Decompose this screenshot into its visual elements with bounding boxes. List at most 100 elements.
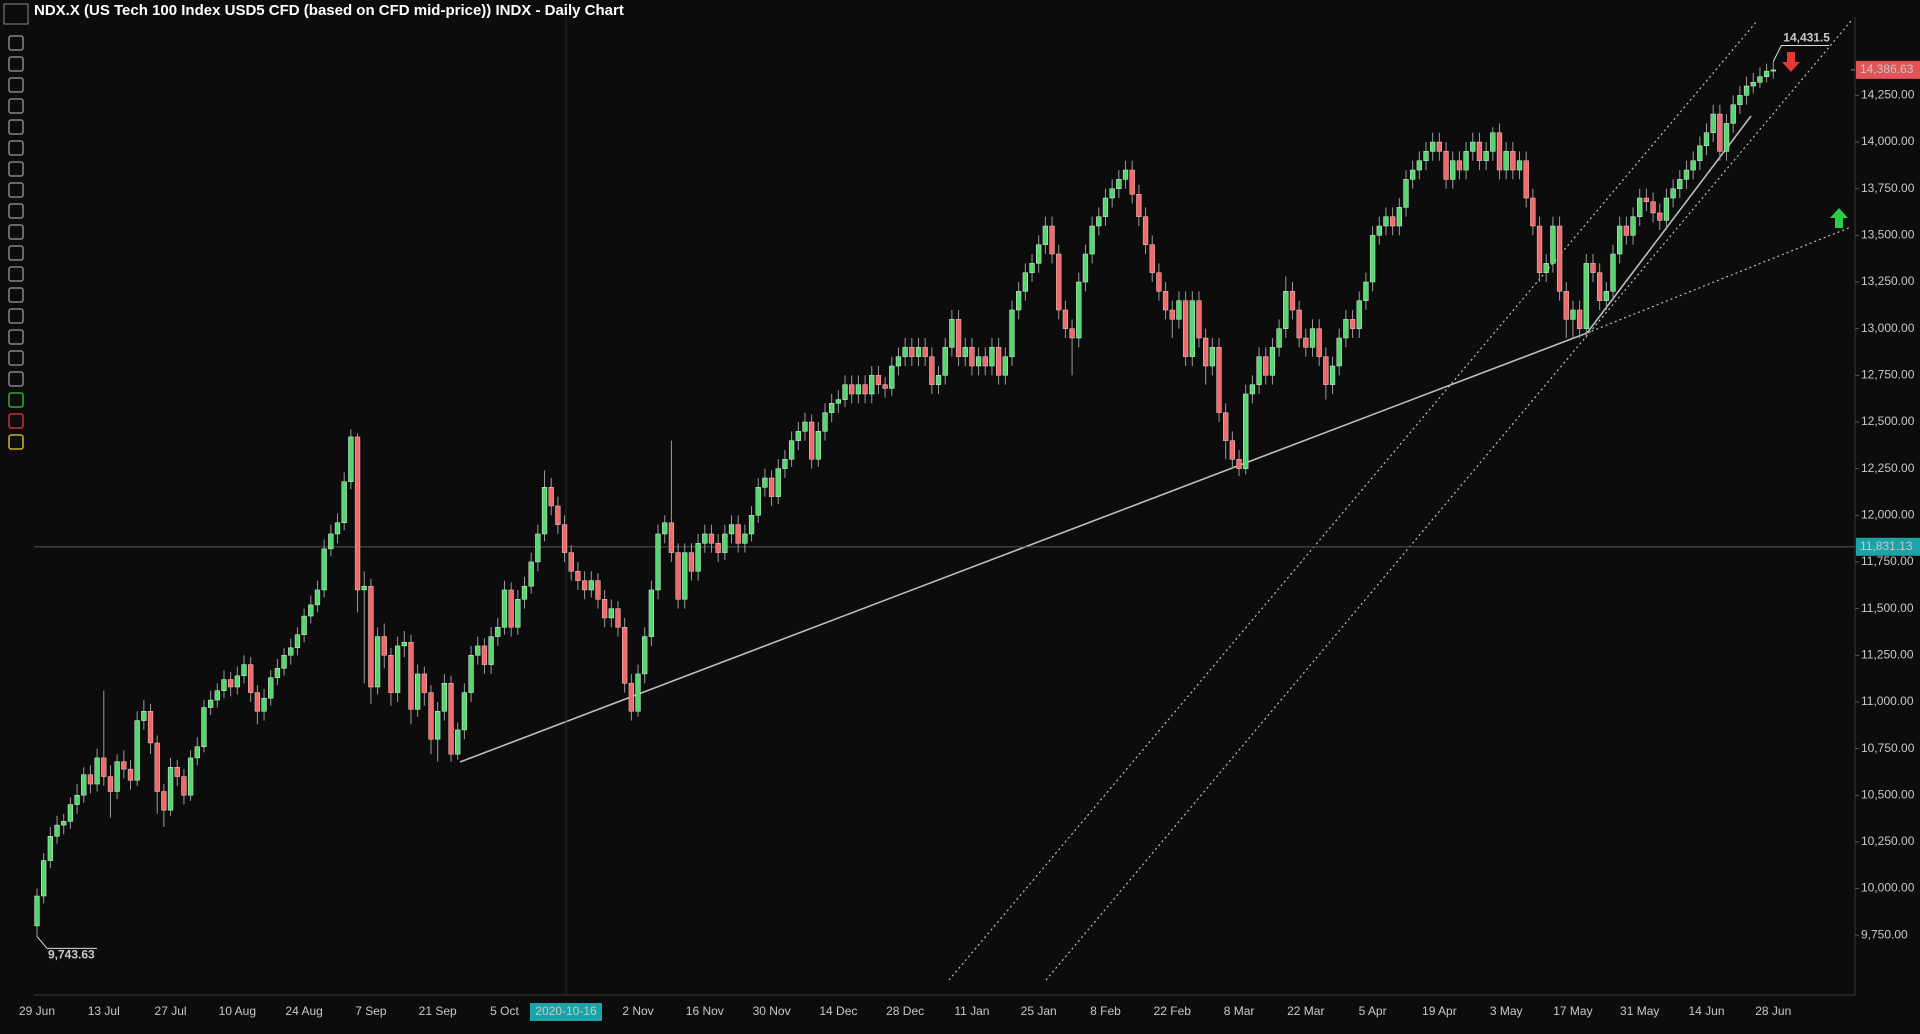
candle-body [1416,160,1422,171]
tool-button[interactable] [8,413,24,429]
candle-body [1036,244,1042,264]
tool-button[interactable] [8,35,24,51]
candle-body [161,791,167,811]
tool-button[interactable] [8,119,24,135]
tool-button[interactable] [8,245,24,261]
candle-body [622,627,628,684]
candle-body [268,677,274,699]
x-tick-label: 14 Dec [819,1004,857,1018]
tool-button[interactable] [8,392,24,408]
candle-body [628,683,634,712]
tool-button[interactable] [8,98,24,114]
crosshair-date-label: 2020-10-16 [535,1004,597,1018]
candle-body [294,634,301,649]
candle-body [1343,319,1349,339]
candle-body [1617,225,1623,255]
candle-body [1496,132,1503,171]
candle-body [1630,216,1636,236]
candle-body [1583,263,1589,329]
candle-body [1263,356,1269,376]
x-tick-label: 13 Jul [88,1004,120,1018]
candle-body [435,711,441,740]
chart-title: NDX.X (US Tech 100 Index USD5 CFD (based… [34,2,624,19]
candle-body [1196,300,1202,339]
candle-body [1076,281,1082,339]
candle-body [975,356,982,367]
crosshair-price-label: 11,831.13 [1860,539,1913,553]
tool-button[interactable] [8,56,24,72]
tool-button[interactable] [8,266,24,282]
tool-button[interactable] [8,287,24,303]
candle-body [862,384,868,395]
candle-body [682,552,688,600]
candle-body [1730,104,1736,124]
candle-body [1243,393,1249,469]
tool-button[interactable] [8,161,24,177]
x-tick-label: 17 May [1553,1004,1592,1018]
candle-body [915,347,922,357]
tool-button[interactable] [8,371,24,387]
candle-body [869,375,875,395]
candle-body [775,468,781,497]
x-tick-label: 21 Sep [419,1004,457,1018]
last-price-box [1856,60,1920,79]
candle-body [1082,253,1089,283]
candle-body [1069,328,1075,339]
candle-body [1283,291,1289,329]
candle-body [1109,188,1115,199]
candle-body [995,347,1002,376]
x-tick-label: 25 Jan [1021,1004,1057,1018]
candle-body [388,655,394,693]
candle-body [942,347,948,376]
candle-body [1403,179,1409,208]
candle-body [1356,300,1362,329]
x-tick-label: 14 Jun [1688,1004,1724,1018]
tool-button[interactable] [8,203,24,219]
candle-body [508,589,514,628]
x-tick-label: 28 Jun [1755,1004,1791,1018]
candle-body [588,580,594,591]
candle-body [1383,216,1389,227]
tool-button[interactable] [8,329,24,345]
fullscreen-button[interactable] [3,3,29,25]
candle-body [1369,235,1376,283]
candle-body [174,766,180,777]
tool-button[interactable] [8,77,24,93]
candle-body [154,742,160,792]
candle-body [1663,197,1670,221]
low-annotation: 9,743.63 [48,948,95,962]
candle-body [842,384,848,400]
candle-body [1376,225,1382,236]
candle-body [1710,113,1716,133]
tool-button[interactable] [8,308,24,324]
tool-button[interactable] [8,140,24,156]
candle-body [1697,145,1703,161]
candle-body [688,552,695,572]
y-tick-label: 10,500.00 [1861,787,1915,801]
tool-button[interactable] [8,224,24,240]
candle-body [1550,225,1556,264]
candle-body [1309,328,1316,348]
candle-body [1516,160,1523,171]
candle-body [1430,141,1436,152]
candle-body [207,699,214,708]
candle-body [1476,141,1483,161]
candle-body [949,319,955,348]
tool-button[interactable] [8,182,24,198]
candle-body [882,384,888,389]
high-annotation: 14,431.5 [1783,31,1830,45]
x-tick-label: 2 Nov [622,1004,653,1018]
candle-body [1249,384,1256,395]
candle-body [708,533,715,544]
candle-body [802,421,808,432]
candle-body [642,636,648,675]
candle-body [1703,132,1710,147]
tool-button[interactable] [8,350,24,366]
x-tick-label: 10 Aug [219,1004,256,1018]
candle-body [1049,225,1055,255]
tool-button[interactable] [8,434,24,450]
candle-body [962,347,968,357]
candle-body [1463,151,1469,171]
candle-body [541,487,548,535]
